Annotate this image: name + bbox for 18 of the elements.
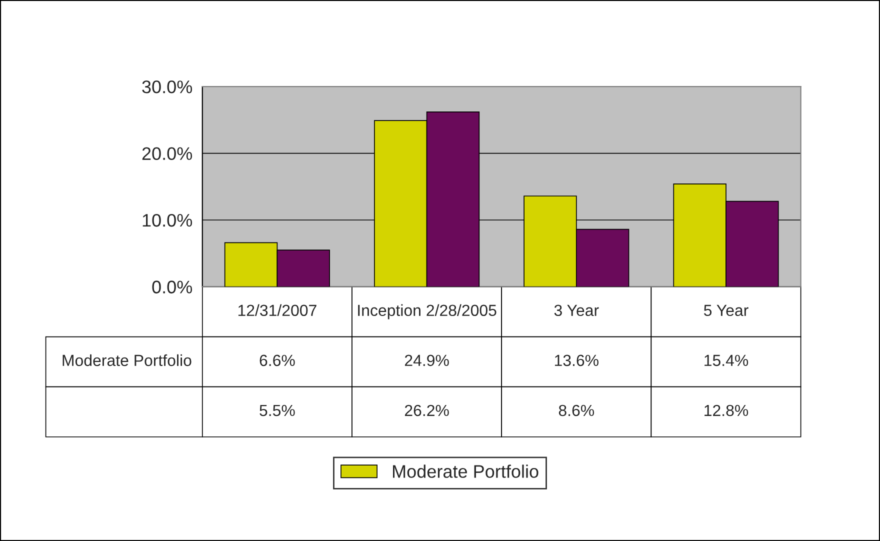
data-label: 12.8% bbox=[704, 404, 748, 416]
y-tick-label: 20.0% bbox=[142, 147, 192, 160]
data-label: 13.6% bbox=[554, 354, 598, 366]
y-tick-label: 10.0% bbox=[142, 214, 192, 227]
legend-label: Moderate Portfolio bbox=[393, 464, 538, 478]
y-tick-label: 0.0% bbox=[152, 280, 192, 294]
data-label: 8.6% bbox=[558, 404, 594, 416]
data-label: 26.2% bbox=[404, 404, 449, 416]
x-tick-label: 3 Year bbox=[554, 304, 599, 316]
data-label: 15.4% bbox=[704, 354, 748, 366]
x-tick-label: Inception 2/28/2005 bbox=[358, 304, 496, 320]
data-label: 5.5% bbox=[260, 404, 295, 416]
x-tick-label: 5 Year bbox=[704, 304, 748, 316]
y-tick-label: 30.0% bbox=[142, 80, 192, 94]
x-tick-label: 12/31/2007 bbox=[238, 304, 316, 316]
data-label: 24.9% bbox=[404, 354, 449, 366]
data-label: 6.6% bbox=[260, 354, 295, 366]
text: Moderate Portfolio bbox=[62, 354, 192, 366]
